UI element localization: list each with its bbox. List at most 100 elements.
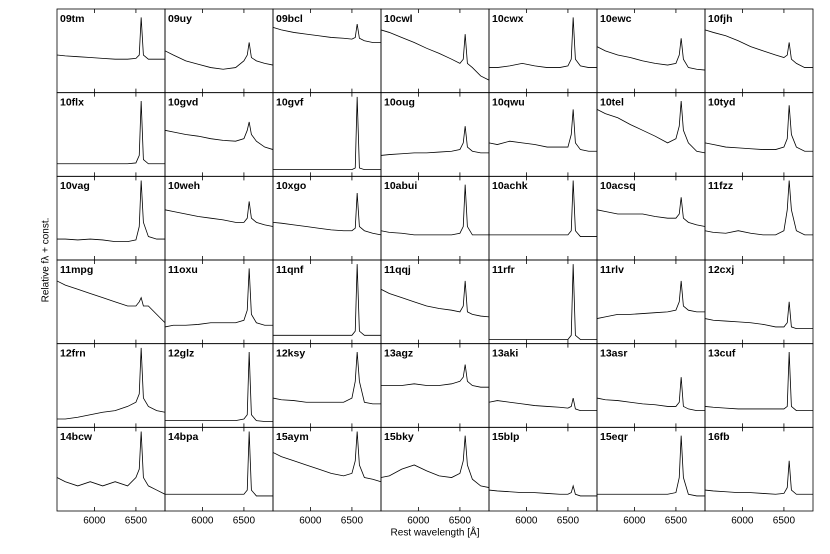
panel-title: 10abui (384, 180, 417, 192)
panel-title: 14bcw (60, 431, 93, 443)
panel-title: 13aki (492, 347, 518, 359)
spectrum-line (381, 364, 489, 388)
spectrum-line (489, 264, 597, 340)
spectrum-line (57, 347, 166, 420)
y-axis-label: Relative fλ + const. (41, 218, 52, 303)
spectrum-line (488, 397, 597, 411)
x-axis-label: Rest wavelength [Å] (391, 526, 480, 539)
panel-title: 10cwl (384, 13, 413, 25)
panel-title: 10ewc (600, 13, 632, 25)
panel-title: 12ksy (276, 347, 305, 359)
x-tick-label: 6500 (449, 516, 472, 527)
spectrum-line (164, 121, 274, 150)
panel-title: 11oxu (168, 264, 198, 276)
panel-title: 15blp (492, 431, 519, 443)
spectrum-line (704, 180, 813, 236)
panel-title: 15eqr (600, 431, 628, 443)
x-tick-label: 6000 (191, 516, 214, 527)
spectrum-line (704, 301, 813, 330)
panel-title: 13asr (600, 347, 627, 359)
spectrum-line (597, 435, 705, 497)
panel-title: 11fzz (708, 180, 733, 192)
x-tick-label: 6500 (233, 516, 256, 527)
spectrum-line (380, 184, 489, 236)
panel-title: 11qnf (276, 264, 304, 276)
x-tick-label: 6000 (515, 516, 538, 527)
panel-title: 11rlv (600, 264, 624, 276)
spectrum-line (704, 105, 813, 152)
panel-title: 10qwu (492, 96, 525, 108)
spectrum-line (273, 96, 381, 171)
spectrum-line (165, 431, 273, 497)
spectrum-line (596, 197, 706, 227)
spectrum-line (704, 29, 813, 68)
spectrum-line (56, 17, 165, 60)
panel-title: 09bcl (276, 13, 303, 25)
spectrum-line (489, 180, 597, 237)
x-tick-label: 6500 (341, 516, 364, 527)
spectrum-line (488, 484, 597, 497)
spectrum-line (165, 352, 273, 422)
panel-frame (704, 426, 814, 512)
panel-title: 10gvf (276, 96, 304, 108)
x-tick-label: 6000 (83, 516, 106, 527)
panel-title: 10achk (492, 180, 528, 192)
panel-title: 12glz (168, 347, 194, 359)
panel-title: 12cxj (708, 264, 734, 276)
spectrum-line (273, 264, 381, 336)
panel-title: 13cuf (708, 347, 736, 359)
spectrum-line (164, 268, 273, 328)
panel-title: 11rfr (492, 264, 515, 276)
spectrum-line (380, 435, 490, 488)
panel-title: 13agz (384, 347, 413, 359)
spectrum-line (596, 100, 706, 154)
panel-title: 16fb (708, 431, 730, 443)
spectrum-line (596, 377, 705, 411)
spectrum-line (704, 352, 813, 411)
panel-title: 10weh (168, 180, 200, 192)
spectrum-line (488, 109, 597, 152)
panel-title: 10tel (600, 96, 624, 108)
panel-title: 15bky (384, 431, 414, 443)
panel-title: 10xgo (276, 180, 306, 192)
spectrum-line (272, 193, 382, 236)
panel-title: 10acsq (600, 180, 636, 192)
spectrum-line (57, 101, 165, 165)
spectrum-line (164, 42, 274, 70)
panel-title: 09tm (60, 13, 85, 25)
x-tick-label: 6500 (773, 516, 796, 527)
x-tick-label: 6000 (407, 516, 430, 527)
x-tick-label: 6000 (299, 516, 322, 527)
panel-title: 10oug (384, 96, 415, 108)
panel-title: 12frn (60, 347, 86, 359)
panel-title: 10fjh (708, 13, 733, 25)
panel-title: 14bpa (168, 431, 199, 443)
panel-title: 09uy (168, 13, 192, 25)
panel-title: 10tyd (708, 96, 735, 108)
panel-title: 15aym (276, 431, 309, 443)
spectrum-line (380, 126, 489, 156)
spectrum-line (56, 280, 166, 324)
spectrum-line (272, 351, 381, 405)
x-tick-label: 6000 (623, 516, 646, 527)
x-tick-label: 6500 (665, 516, 688, 527)
x-tick-label: 6500 (557, 516, 580, 527)
panel-title: 10vag (60, 180, 90, 192)
spectrum-line (57, 180, 165, 242)
spectrum-line (596, 38, 706, 71)
x-tick-label: 6500 (125, 516, 148, 527)
panel-title: 10flx (60, 96, 84, 108)
spectrum-line (380, 280, 490, 318)
panel-title: 10cwx (492, 13, 524, 25)
panel-title: 11mpg (60, 264, 93, 276)
spectrum-line (489, 17, 597, 68)
spectrum-line (272, 23, 381, 43)
spectrum-line (56, 431, 166, 495)
spectrum-line (704, 460, 813, 495)
panel-title: 10gvd (168, 96, 198, 108)
spectrum-line (380, 29, 490, 81)
x-tick-label: 6000 (731, 516, 754, 527)
spectrum-line (272, 431, 382, 483)
spectrum-line (164, 201, 274, 227)
